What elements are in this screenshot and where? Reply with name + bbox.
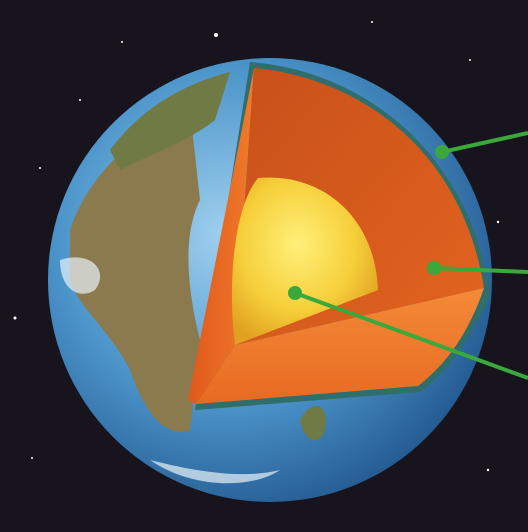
core	[231, 177, 378, 345]
star	[486, 468, 490, 472]
star	[469, 59, 471, 61]
stars	[13, 21, 500, 472]
star	[121, 41, 123, 43]
star	[214, 33, 218, 37]
star	[13, 316, 17, 320]
land-africa	[70, 110, 200, 432]
pointer-dot-mantle	[427, 261, 441, 275]
clouds	[60, 257, 280, 484]
land-europe	[110, 72, 230, 170]
mantle-left-face	[188, 68, 254, 404]
star	[79, 99, 81, 101]
star	[31, 457, 33, 459]
continents	[60, 72, 326, 484]
land-island	[300, 406, 326, 441]
pointers	[288, 131, 528, 380]
pointer-line-core	[294, 291, 528, 380]
pointer-dot-core	[288, 286, 302, 300]
pointer-line-crust	[441, 131, 528, 154]
star	[39, 167, 41, 169]
star	[496, 220, 500, 224]
pointer-line-mantle	[433, 266, 528, 274]
star	[371, 21, 373, 23]
mantle-floor	[196, 288, 484, 404]
pointer-dot-crust	[435, 145, 449, 159]
